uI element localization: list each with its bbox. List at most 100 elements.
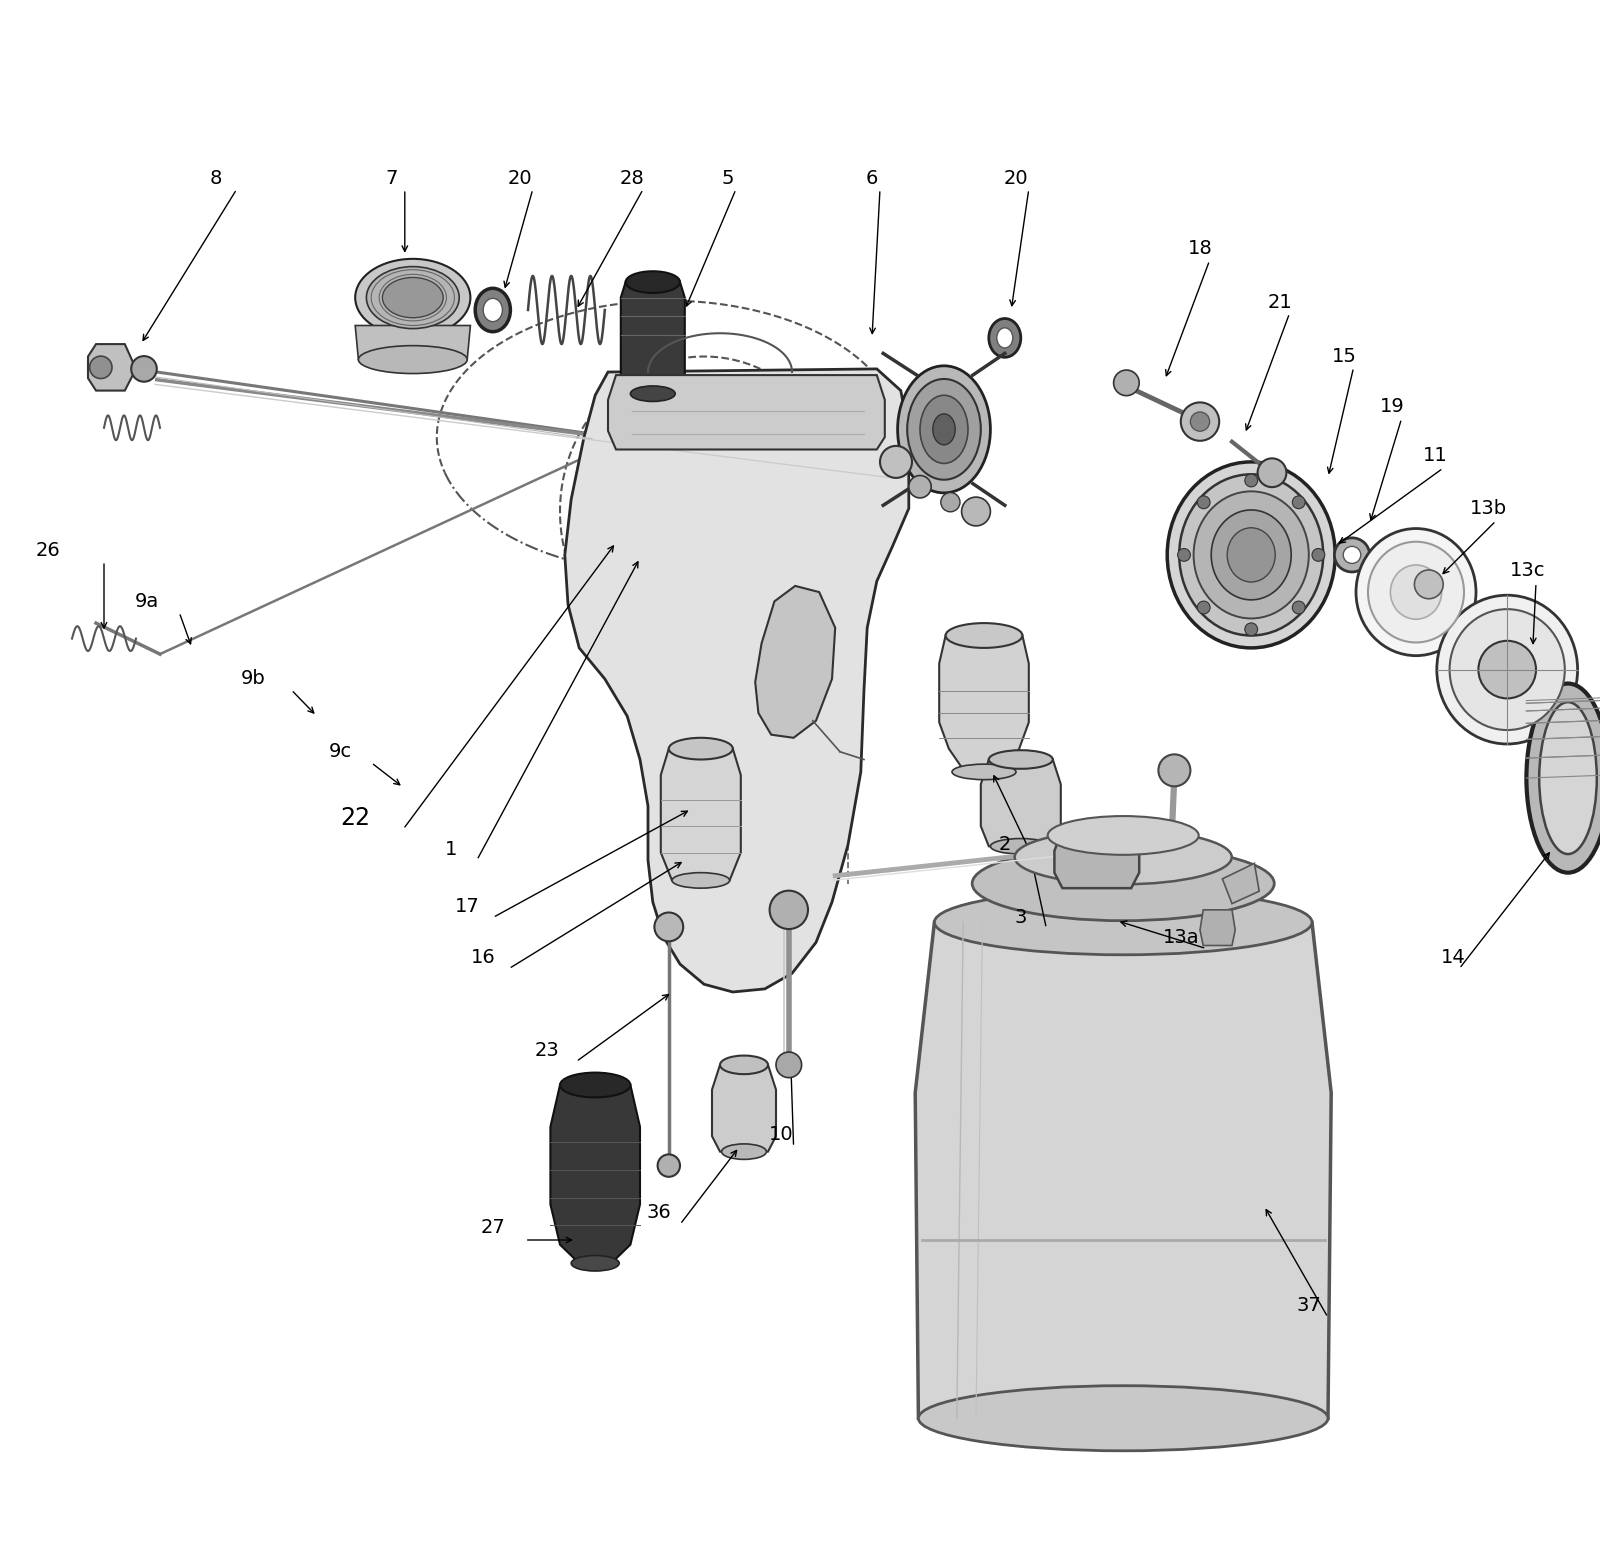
Ellipse shape [989, 318, 1021, 357]
Text: 10: 10 [768, 1125, 794, 1144]
Ellipse shape [1344, 547, 1360, 563]
Polygon shape [621, 282, 685, 394]
Circle shape [1178, 549, 1190, 561]
Ellipse shape [626, 271, 680, 293]
Ellipse shape [989, 750, 1053, 769]
Ellipse shape [560, 1073, 630, 1097]
Text: 28: 28 [619, 169, 645, 188]
Ellipse shape [946, 623, 1022, 648]
Circle shape [776, 1052, 802, 1077]
Polygon shape [1222, 863, 1259, 904]
Circle shape [1114, 370, 1139, 395]
Polygon shape [661, 749, 741, 880]
Ellipse shape [722, 1144, 766, 1159]
Polygon shape [565, 369, 909, 992]
Circle shape [131, 356, 157, 381]
Circle shape [909, 476, 931, 498]
Ellipse shape [669, 738, 733, 760]
Text: 5: 5 [722, 169, 734, 188]
Polygon shape [1054, 829, 1139, 888]
Text: 6: 6 [866, 169, 878, 188]
Polygon shape [915, 922, 1331, 1418]
Circle shape [1312, 549, 1325, 561]
Polygon shape [712, 1065, 776, 1152]
Text: 18: 18 [1187, 239, 1213, 257]
Ellipse shape [1014, 831, 1232, 884]
Circle shape [1258, 459, 1286, 487]
Circle shape [880, 446, 912, 477]
Ellipse shape [918, 1386, 1328, 1451]
Circle shape [1190, 412, 1210, 431]
Ellipse shape [358, 346, 467, 374]
Circle shape [1181, 403, 1219, 440]
Ellipse shape [1048, 815, 1198, 856]
Ellipse shape [1526, 684, 1600, 873]
Ellipse shape [1539, 702, 1597, 854]
Circle shape [1293, 601, 1306, 614]
Ellipse shape [720, 1056, 768, 1074]
Text: 15: 15 [1331, 347, 1357, 366]
Ellipse shape [973, 846, 1274, 921]
Ellipse shape [920, 395, 968, 463]
Polygon shape [355, 326, 470, 360]
Text: 9c: 9c [330, 742, 352, 761]
Text: 22: 22 [341, 806, 370, 831]
Circle shape [1197, 601, 1210, 614]
Circle shape [1245, 623, 1258, 636]
Ellipse shape [366, 267, 459, 329]
Circle shape [1414, 570, 1443, 598]
Text: 11: 11 [1422, 446, 1448, 465]
Ellipse shape [997, 327, 1013, 347]
Ellipse shape [1227, 527, 1275, 583]
Ellipse shape [1450, 609, 1565, 730]
Circle shape [1158, 755, 1190, 786]
Polygon shape [88, 344, 136, 391]
Ellipse shape [1334, 538, 1370, 572]
Ellipse shape [990, 839, 1051, 854]
Ellipse shape [571, 1256, 619, 1271]
Text: 20: 20 [1003, 169, 1029, 188]
Polygon shape [1200, 910, 1235, 946]
Ellipse shape [1368, 542, 1464, 642]
Ellipse shape [1211, 510, 1291, 600]
Ellipse shape [1179, 474, 1323, 636]
Ellipse shape [672, 873, 730, 888]
Circle shape [658, 1155, 680, 1176]
Text: 9b: 9b [240, 670, 266, 688]
Circle shape [1478, 640, 1536, 699]
Ellipse shape [898, 366, 990, 493]
Circle shape [90, 356, 112, 378]
Circle shape [1245, 474, 1258, 487]
Circle shape [770, 891, 808, 928]
Text: 26: 26 [35, 541, 61, 560]
Ellipse shape [1194, 491, 1309, 618]
Ellipse shape [355, 259, 470, 336]
Text: 2: 2 [998, 835, 1011, 854]
Polygon shape [550, 1085, 640, 1263]
Text: 13a: 13a [1163, 928, 1198, 947]
Text: 37: 37 [1296, 1296, 1322, 1314]
Ellipse shape [382, 277, 443, 318]
Ellipse shape [907, 380, 981, 480]
Text: 20: 20 [507, 169, 533, 188]
Ellipse shape [934, 890, 1312, 955]
Ellipse shape [475, 288, 510, 332]
Text: 3: 3 [1014, 908, 1027, 927]
Ellipse shape [933, 414, 955, 445]
Circle shape [1293, 496, 1306, 508]
Circle shape [941, 493, 960, 512]
Text: 23: 23 [534, 1042, 560, 1060]
Text: 21: 21 [1267, 293, 1293, 312]
Text: 7: 7 [386, 169, 398, 188]
Polygon shape [939, 636, 1029, 772]
Text: 16: 16 [470, 949, 496, 967]
Text: 9a: 9a [134, 592, 160, 611]
Ellipse shape [1390, 566, 1442, 618]
Text: 36: 36 [646, 1203, 672, 1221]
Polygon shape [608, 375, 885, 449]
Ellipse shape [1437, 595, 1578, 744]
Ellipse shape [630, 386, 675, 401]
Polygon shape [981, 760, 1061, 846]
Text: 1: 1 [445, 840, 458, 859]
Text: 17: 17 [454, 897, 480, 916]
